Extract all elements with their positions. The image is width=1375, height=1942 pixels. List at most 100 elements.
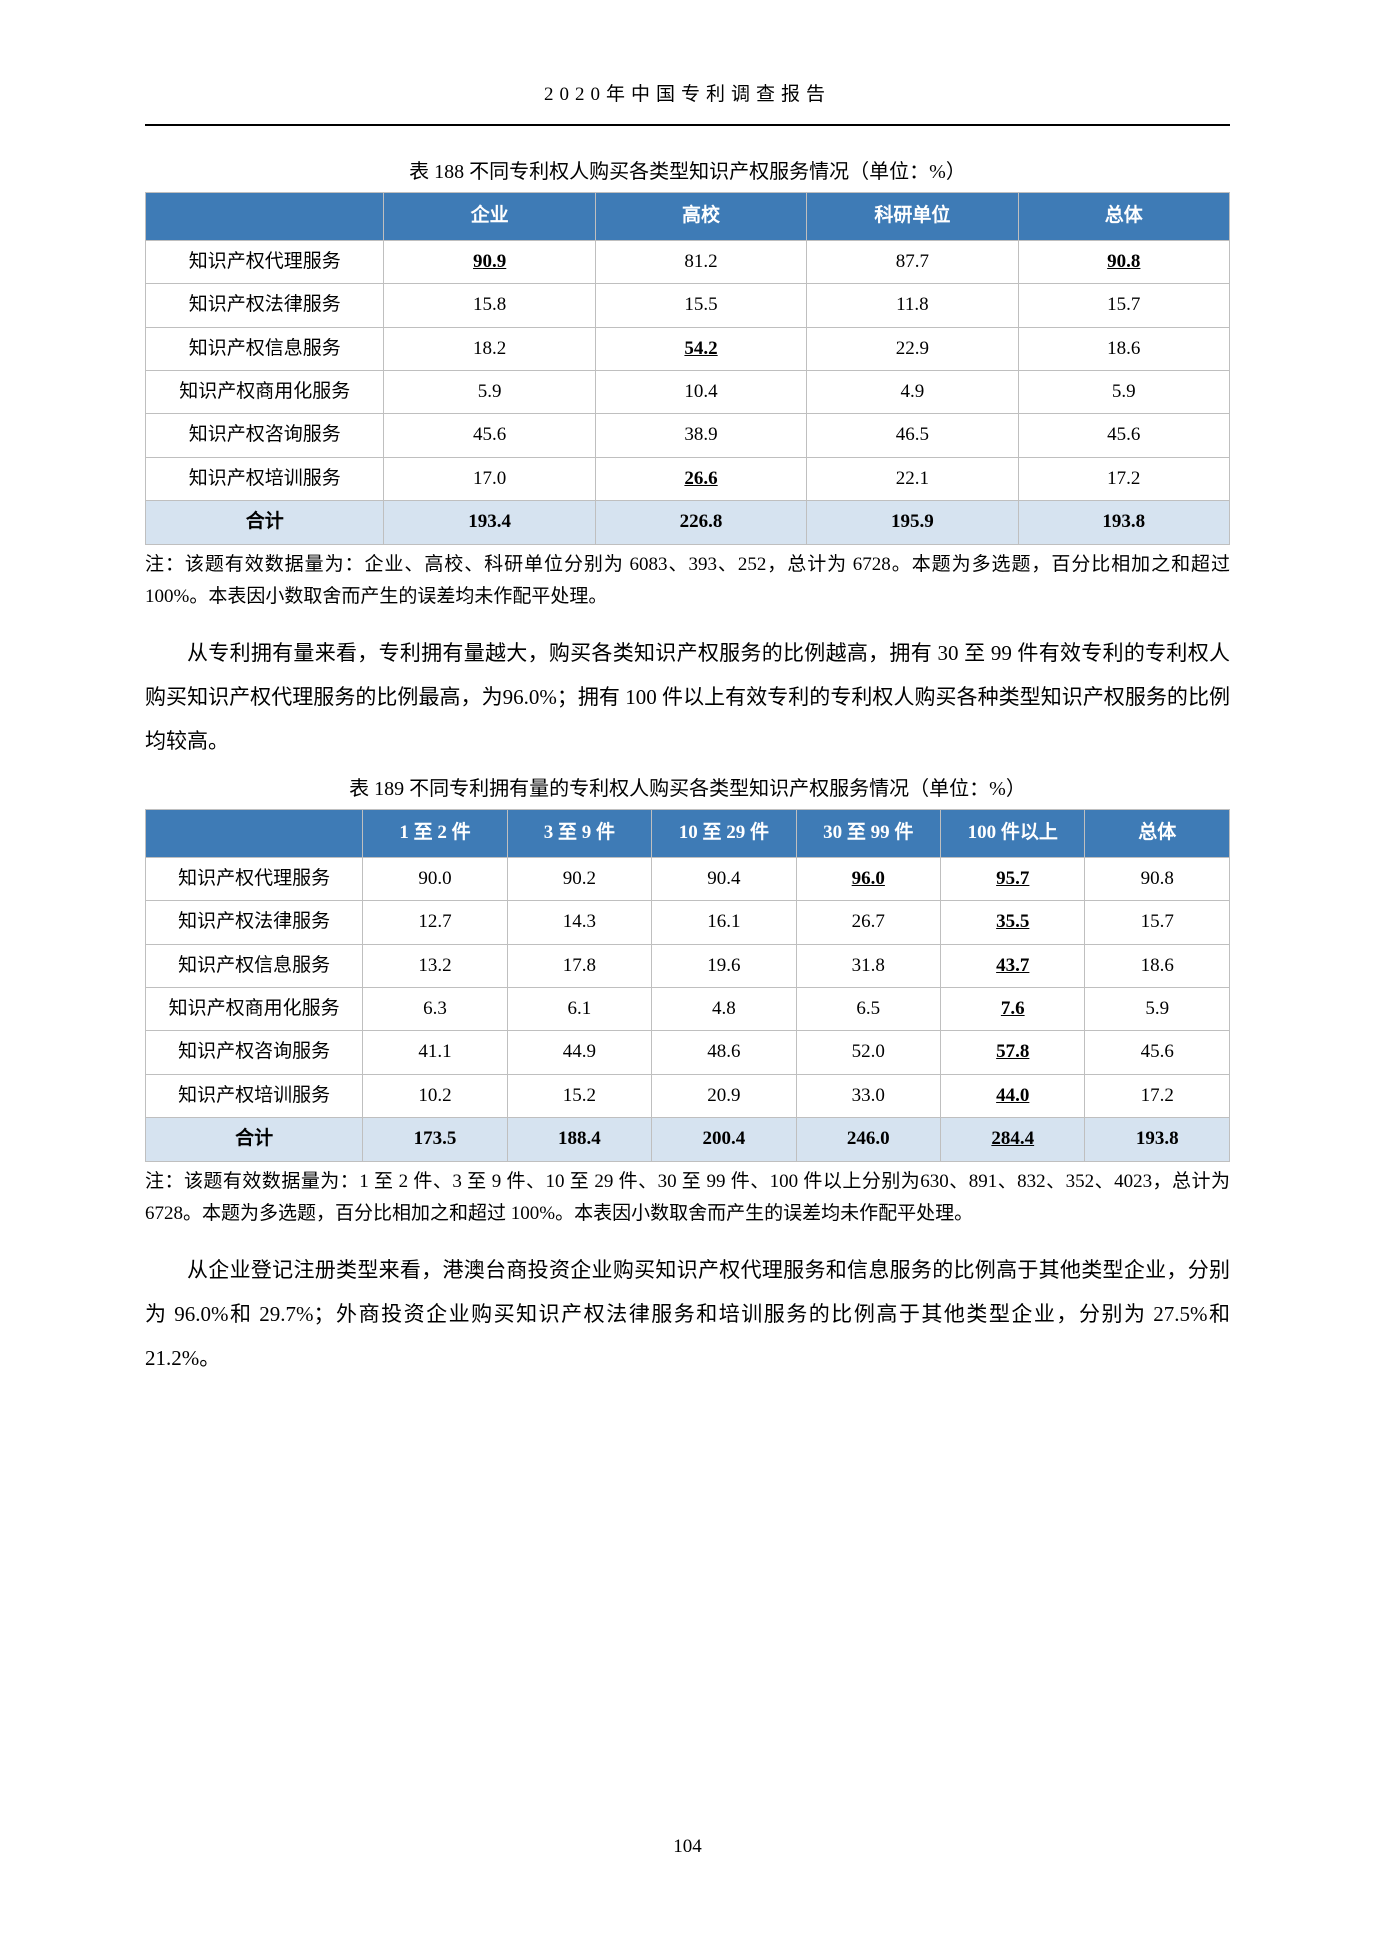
table-row: 知识产权培训服务17.026.622.117.2 [146, 457, 1230, 500]
total-cell: 200.4 [652, 1118, 796, 1161]
data-cell: 22.1 [807, 457, 1018, 500]
row-label-cell: 知识产权咨询服务 [146, 414, 384, 457]
data-cell: 45.6 [1018, 414, 1229, 457]
table-row: 知识产权信息服务13.217.819.631.843.718.6 [146, 944, 1230, 987]
table-189: 1 至 2 件3 至 9 件10 至 29 件30 至 99 件100 件以上总… [145, 809, 1230, 1161]
data-cell: 14.3 [507, 901, 651, 944]
total-cell: 193.4 [384, 501, 595, 544]
data-cell: 10.4 [595, 370, 806, 413]
data-cell: 35.5 [941, 901, 1085, 944]
data-cell: 90.8 [1085, 857, 1230, 900]
total-cell: 284.4 [941, 1118, 1085, 1161]
data-cell: 17.8 [507, 944, 651, 987]
table-row: 知识产权代理服务90.981.287.790.8 [146, 240, 1230, 283]
total-cell: 195.9 [807, 501, 1018, 544]
total-cell: 226.8 [595, 501, 806, 544]
data-cell: 52.0 [796, 1031, 940, 1074]
data-cell: 43.7 [941, 944, 1085, 987]
table-header-cell: 3 至 9 件 [507, 810, 651, 857]
table-189-note: 注：该题有效数据量为：1 至 2 件、3 至 9 件、10 至 29 件、30 … [145, 1166, 1230, 1231]
table-header-cell: 企业 [384, 193, 595, 240]
data-cell: 96.0 [796, 857, 940, 900]
data-cell: 17.2 [1085, 1074, 1230, 1117]
data-cell: 4.8 [652, 987, 796, 1030]
data-cell: 31.8 [796, 944, 940, 987]
data-cell: 41.1 [363, 1031, 507, 1074]
data-cell: 26.7 [796, 901, 940, 944]
total-cell: 246.0 [796, 1118, 940, 1161]
data-cell: 10.2 [363, 1074, 507, 1117]
data-cell: 48.6 [652, 1031, 796, 1074]
data-cell: 26.6 [595, 457, 806, 500]
data-cell: 15.7 [1018, 284, 1229, 327]
row-label-cell: 知识产权培训服务 [146, 1074, 363, 1117]
row-label-cell: 知识产权信息服务 [146, 944, 363, 987]
data-cell: 90.0 [363, 857, 507, 900]
row-label-cell: 知识产权商用化服务 [146, 987, 363, 1030]
page-number: 104 [0, 1832, 1375, 1862]
table-header-cell: 10 至 29 件 [652, 810, 796, 857]
data-cell: 95.7 [941, 857, 1085, 900]
data-cell: 5.9 [384, 370, 595, 413]
data-cell: 46.5 [807, 414, 1018, 457]
table-row: 知识产权咨询服务41.144.948.652.057.845.6 [146, 1031, 1230, 1074]
page-header: 2020年中国专利调查报告 [145, 80, 1230, 126]
data-cell: 44.0 [941, 1074, 1085, 1117]
table-header-cell: 高校 [595, 193, 806, 240]
data-cell: 15.2 [507, 1074, 651, 1117]
table-row: 知识产权商用化服务5.910.44.95.9 [146, 370, 1230, 413]
data-cell: 44.9 [507, 1031, 651, 1074]
data-cell: 54.2 [595, 327, 806, 370]
total-label-cell: 合计 [146, 1118, 363, 1161]
data-cell: 90.8 [1018, 240, 1229, 283]
data-cell: 6.3 [363, 987, 507, 1030]
data-cell: 38.9 [595, 414, 806, 457]
data-cell: 90.4 [652, 857, 796, 900]
data-cell: 5.9 [1018, 370, 1229, 413]
data-cell: 19.6 [652, 944, 796, 987]
data-cell: 11.8 [807, 284, 1018, 327]
data-cell: 15.8 [384, 284, 595, 327]
data-cell: 18.6 [1018, 327, 1229, 370]
data-cell: 6.1 [507, 987, 651, 1030]
data-cell: 17.0 [384, 457, 595, 500]
table-header-cell: 科研单位 [807, 193, 1018, 240]
row-label-cell: 知识产权商用化服务 [146, 370, 384, 413]
data-cell: 90.2 [507, 857, 651, 900]
total-cell: 193.8 [1085, 1118, 1230, 1161]
table-row: 知识产权咨询服务45.638.946.545.6 [146, 414, 1230, 457]
data-cell: 22.9 [807, 327, 1018, 370]
total-row: 合计173.5188.4200.4246.0284.4193.8 [146, 1118, 1230, 1161]
table-row: 知识产权代理服务90.090.290.496.095.790.8 [146, 857, 1230, 900]
data-cell: 6.5 [796, 987, 940, 1030]
table-row: 知识产权法律服务15.815.511.815.7 [146, 284, 1230, 327]
paragraph-2: 从企业登记注册类型来看，港澳台商投资企业购买知识产权代理服务和信息服务的比例高于… [145, 1248, 1230, 1380]
data-cell: 17.2 [1018, 457, 1229, 500]
table-header-cell [146, 193, 384, 240]
data-cell: 20.9 [652, 1074, 796, 1117]
total-row: 合计193.4226.8195.9193.8 [146, 501, 1230, 544]
total-cell: 173.5 [363, 1118, 507, 1161]
table-188-note: 注：该题有效数据量为：企业、高校、科研单位分别为 6083、393、252，总计… [145, 549, 1230, 614]
table-row: 知识产权信息服务18.254.222.918.6 [146, 327, 1230, 370]
data-cell: 15.7 [1085, 901, 1230, 944]
data-cell: 45.6 [1085, 1031, 1230, 1074]
data-cell: 13.2 [363, 944, 507, 987]
data-cell: 16.1 [652, 901, 796, 944]
data-cell: 18.6 [1085, 944, 1230, 987]
data-cell: 18.2 [384, 327, 595, 370]
total-cell: 193.8 [1018, 501, 1229, 544]
data-cell: 12.7 [363, 901, 507, 944]
data-cell: 57.8 [941, 1031, 1085, 1074]
table-header-cell: 30 至 99 件 [796, 810, 940, 857]
data-cell: 15.5 [595, 284, 806, 327]
paragraph-1: 从专利拥有量来看，专利拥有量越大，购买各类知识产权服务的比例越高，拥有 30 至… [145, 631, 1230, 763]
data-cell: 4.9 [807, 370, 1018, 413]
table-header-cell: 总体 [1018, 193, 1229, 240]
data-cell: 90.9 [384, 240, 595, 283]
data-cell: 81.2 [595, 240, 806, 283]
data-cell: 5.9 [1085, 987, 1230, 1030]
data-cell: 45.6 [384, 414, 595, 457]
table-header-cell: 1 至 2 件 [363, 810, 507, 857]
table-header-cell: 100 件以上 [941, 810, 1085, 857]
